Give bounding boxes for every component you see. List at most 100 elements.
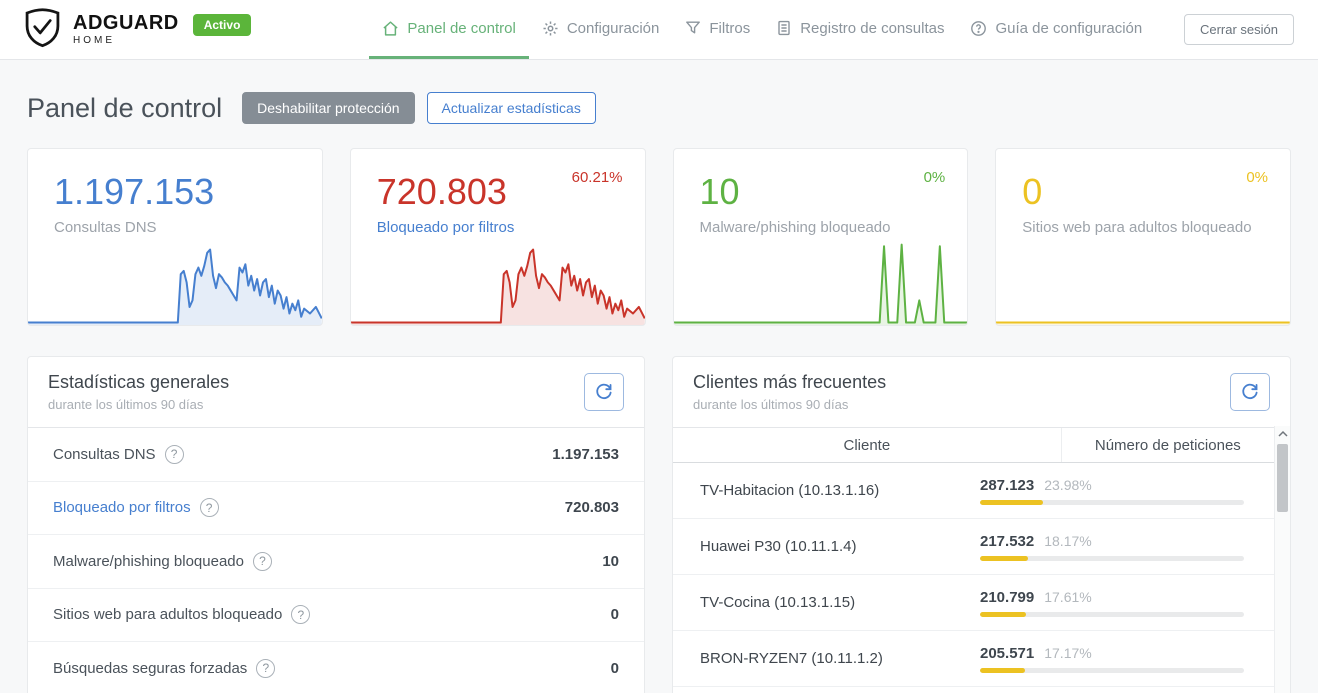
nav-item-registro-de-consultas[interactable]: Registro de consultas: [763, 0, 957, 59]
stat-card-0: 1.197.153 Consultas DNS: [27, 148, 323, 326]
general-stats-panel: Estadísticas generales durante los últim…: [27, 356, 645, 693]
document-icon: [776, 20, 792, 36]
status-badge: Activo: [192, 13, 252, 36]
stat-card-percent: 0%: [1246, 169, 1268, 186]
general-stats-title: Estadísticas generales: [48, 372, 230, 392]
help-question-icon[interactable]: ?: [252, 551, 272, 571]
stat-row-value: 0: [610, 606, 619, 624]
brand-title: ADGUARD: [73, 12, 179, 34]
client-usage-bar: [980, 499, 1244, 505]
clients-table-header: Cliente Número de peticiones: [673, 428, 1290, 463]
page-title: Panel de control: [27, 92, 223, 123]
stat-row-label: Búsquedas seguras forzadas ?: [53, 658, 276, 678]
gear-icon: [542, 20, 559, 37]
nav-item-gu-a-de-configuraci-n[interactable]: Guía de configuración: [957, 0, 1155, 59]
stat-card-3: 0 Sitios web para adultos bloqueado 0%: [995, 148, 1291, 326]
table-scrollbar[interactable]: [1274, 426, 1290, 693]
client-name[interactable]: TV-Cocina (10.13.1.15): [700, 594, 856, 611]
help-question-icon[interactable]: ?: [256, 658, 276, 678]
client-request-count: 287.123: [980, 476, 1035, 494]
client-request-percent: 17.17%: [1044, 644, 1092, 661]
client-request-count: 210.799: [980, 588, 1035, 606]
stat-card-2: 10 Malware/phishing bloqueado 0%: [672, 148, 969, 326]
client-request-percent: 18.17%: [1044, 532, 1092, 549]
nav-item-label: Filtros: [709, 19, 751, 37]
app-header: ADGUARD HOME Activo Panel de control Conf…: [0, 0, 1318, 60]
stat-card-value: 1.197.153: [54, 171, 215, 212]
help-circle-icon: [970, 20, 987, 37]
stat-row-4: Búsquedas seguras forzadas ? 0: [28, 642, 644, 693]
stat-card-percent: 60.21%: [571, 169, 623, 186]
page-head: Panel de control Deshabilitar protección…: [0, 60, 1318, 148]
client-name[interactable]: Huawei P30 (10.11.1.4): [700, 538, 857, 555]
stat-row-label: Malware/phishing bloqueado ?: [53, 551, 272, 571]
client-usage-bar: [980, 555, 1244, 561]
client-name[interactable]: BRON-RYZEN7 (10.11.1.2): [700, 650, 883, 667]
nav-item-label: Registro de consultas: [800, 19, 945, 37]
refresh-button[interactable]: [584, 373, 624, 411]
stat-card-label: Malware/phishing bloqueado: [699, 219, 891, 236]
stat-card-1: 720.803 Bloqueado por filtros 60.21%: [349, 148, 646, 326]
column-header-client[interactable]: Cliente: [673, 428, 1062, 462]
sparkline-chart: [673, 243, 968, 325]
stat-row-3: Sitios web para adultos bloqueado ? 0: [28, 589, 644, 642]
disable-protection-button[interactable]: Deshabilitar protección: [242, 92, 415, 124]
top-clients-subtitle: durante los últimos 90 días: [693, 397, 849, 412]
funnel-icon: [685, 20, 701, 36]
client-row-2: TV-Cocina (10.13.1.15) 210.799 17.61%: [673, 575, 1290, 631]
logout-button[interactable]: Cerrar sesión: [1183, 14, 1294, 45]
stat-row-value: 1.197.153: [552, 445, 619, 463]
nav-item-configuraci-n[interactable]: Configuración: [529, 0, 673, 59]
client-usage-bar: [980, 667, 1244, 673]
nav-item-label: Configuración: [566, 19, 660, 37]
stat-row-0: Consultas DNS ? 1.197.153: [28, 428, 644, 482]
nav-item-filtros[interactable]: Filtros: [672, 0, 763, 59]
stat-row-label: Consultas DNS ?: [53, 444, 184, 464]
general-stats-subtitle: durante los últimos 90 días: [48, 397, 204, 412]
client-name[interactable]: TV-Habitacion (10.13.1.16): [700, 482, 880, 499]
stat-row-label: Sitios web para adultos bloqueado ?: [53, 605, 311, 625]
shield-check-icon: [24, 7, 61, 53]
help-question-icon[interactable]: ?: [199, 498, 219, 518]
refresh-icon: [1241, 382, 1259, 403]
stat-row-1: Bloqueado por filtros ? 720.803: [28, 482, 644, 535]
stat-cards: 1.197.153 Consultas DNS 720.803 Bloquead…: [0, 148, 1318, 326]
brand-subtitle: HOME: [73, 35, 115, 46]
scroll-up-arrow-icon[interactable]: [1275, 426, 1290, 442]
client-request-count: 205.571: [980, 644, 1035, 662]
top-clients-panel: Clientes más frecuentes durante los últi…: [672, 356, 1291, 693]
nav-item-label: Panel de control: [407, 19, 516, 37]
main-nav: Panel de control Configuración Filtros Regi…: [369, 0, 1155, 59]
client-row-3: BRON-RYZEN7 (10.11.1.2) 205.571 17.17%: [673, 631, 1290, 687]
nav-item-panel-de-control[interactable]: Panel de control: [369, 0, 529, 59]
column-header-requests[interactable]: Número de peticiones: [1094, 436, 1241, 454]
stat-card-percent: 0%: [923, 169, 946, 186]
client-row-1: Huawei P30 (10.11.1.4) 217.532 18.17%: [673, 519, 1290, 575]
sparkline-chart: [28, 243, 322, 325]
home-icon: [382, 20, 399, 37]
stat-card-label: Sitios web para adultos bloqueado: [1022, 219, 1252, 236]
stat-card-label: Consultas DNS: [54, 219, 157, 236]
sparkline-chart: [996, 243, 1290, 325]
stat-row-value: 0: [610, 659, 619, 677]
stat-card-value: 720.803: [376, 171, 507, 212]
stat-card-value: 10: [699, 171, 740, 212]
client-usage-bar: [980, 611, 1244, 617]
stat-row-value: 10: [602, 552, 619, 570]
stat-card-label[interactable]: Bloqueado por filtros: [376, 219, 515, 236]
stat-row-2: Malware/phishing bloqueado ? 10: [28, 535, 644, 589]
top-clients-title: Clientes más frecuentes: [693, 372, 887, 392]
stat-row-value: 720.803: [564, 499, 619, 517]
refresh-icon: [595, 382, 613, 403]
client-request-percent: 17.61%: [1044, 588, 1092, 605]
sparkline-chart: [350, 243, 645, 325]
scrollbar-thumb[interactable]: [1277, 444, 1288, 512]
refresh-button[interactable]: [1230, 373, 1270, 411]
nav-item-label: Guía de configuración: [995, 19, 1143, 37]
client-request-count: 217.532: [980, 532, 1035, 550]
stat-row-label[interactable]: Bloqueado por filtros ?: [53, 498, 219, 518]
adguard-logo[interactable]: ADGUARD HOME: [24, 0, 179, 59]
refresh-statistics-button[interactable]: Actualizar estadísticas: [426, 92, 596, 124]
help-question-icon[interactable]: ?: [164, 444, 184, 464]
help-question-icon[interactable]: ?: [291, 605, 311, 625]
